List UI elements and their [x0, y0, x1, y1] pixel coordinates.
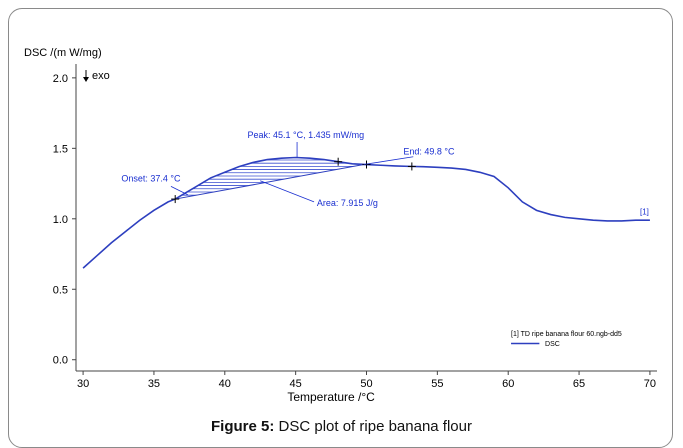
series-end-label: [1] [640, 208, 649, 217]
area-annotation: Area: 7.915 J/g [317, 198, 378, 208]
y-tick-label: 0.0 [53, 355, 68, 367]
figure-caption: Figure 5: DSC plot of ripe banana flour [0, 418, 683, 435]
exo-arrow-head [83, 77, 89, 82]
x-tick-label: 35 [148, 378, 160, 390]
area-leader [260, 180, 315, 203]
x-tick-label: 30 [77, 378, 89, 390]
end-leader [363, 156, 414, 165]
end-annotation: End: 49.8 °C [403, 147, 455, 157]
figure-frame: 0.0 0.5 1.0 1.5 2.0 30 35 40 45 50 55 60 65 70 DSC /(m… [8, 8, 673, 448]
peak-baseline [175, 164, 364, 200]
dsc-chart: 0.0 0.5 1.0 1.5 2.0 30 35 40 45 50 55 60 65 70 DSC /(m… [24, 47, 657, 404]
x-tick-label: 55 [431, 378, 443, 390]
x-axis-label: Temperature /°C [287, 390, 375, 404]
legend-entry-label: DSC [545, 341, 560, 348]
x-tick-label: 45 [290, 378, 302, 390]
y-tick-label: 0.5 [53, 284, 68, 296]
x-tick-label: 65 [573, 378, 585, 390]
x-tick-label: 50 [360, 378, 372, 390]
y-axis-label: DSC /(m W/mg) [24, 47, 102, 59]
exo-label: exo [92, 70, 110, 82]
onset-annotation: Onset: 37.4 °C [121, 173, 181, 183]
peak-annotation: Peak: 45.1 °C, 1.435 mW/mg [247, 130, 364, 140]
x-tick-label: 40 [219, 378, 231, 390]
legend-file-label: [1] TD ripe banana flour 60.ngb-dd5 [511, 331, 622, 338]
x-tick-label: 70 [644, 378, 656, 390]
y-tick-label: 2.0 [53, 73, 68, 85]
caption-text: DSC plot of ripe banana flour [274, 418, 472, 435]
x-tick-label: 60 [502, 378, 514, 390]
y-tick-label: 1.5 [53, 143, 68, 155]
y-tick-label: 1.0 [53, 214, 68, 226]
caption-prefix: Figure 5: [211, 418, 275, 435]
onset-leader [170, 186, 189, 196]
